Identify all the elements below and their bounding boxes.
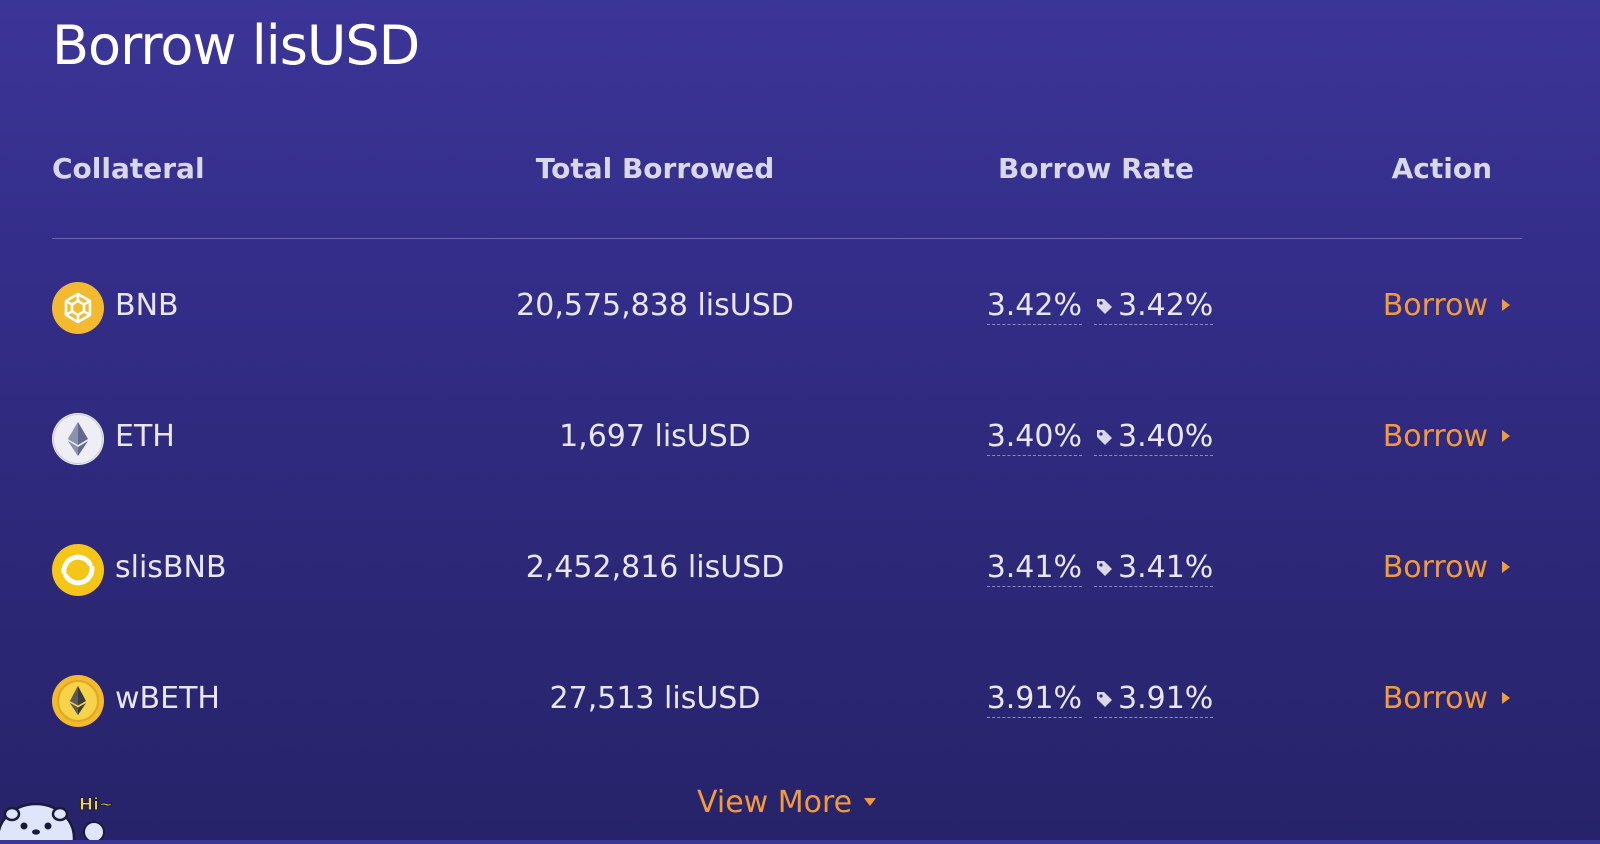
collateral-symbol: BNB (115, 288, 179, 323)
borrow-rate[interactable]: 3.42% (986, 288, 1082, 325)
caret-right-icon (1502, 430, 1510, 442)
header-collateral: Collateral (52, 152, 205, 185)
tagged-rate[interactable]: 3.91% (1094, 681, 1214, 718)
slisbnb-icon: $ (52, 544, 104, 596)
total-borrowed: 27,513 lisUSD (549, 681, 761, 716)
tagged-rate-value: 3.40% (1118, 419, 1214, 454)
borrow-rate[interactable]: 3.41% (986, 550, 1082, 587)
total-borrowed: 20,575,838 lisUSD (516, 288, 794, 323)
borrow-rate[interactable]: 3.91% (986, 681, 1082, 718)
view-more-button[interactable]: View More (697, 785, 877, 820)
borrow-button-label: Borrow (1382, 550, 1488, 585)
borrow-button[interactable]: Borrow (1383, 550, 1510, 585)
borrow-button-label: Borrow (1382, 419, 1488, 454)
caret-right-icon (1502, 561, 1510, 573)
table-row: BNB 20,575,838 lisUSD 3.42% 3.42% Borrow (52, 280, 1522, 336)
header-borrow-rate: Borrow Rate (998, 152, 1194, 185)
borrow-button-label: Borrow (1382, 681, 1488, 716)
svg-text:$: $ (73, 563, 83, 579)
borrow-button[interactable]: Borrow (1383, 419, 1510, 454)
header-divider (52, 238, 1522, 239)
total-borrowed: 1,697 lisUSD (559, 419, 751, 454)
bnb-icon (52, 282, 104, 334)
borrow-button[interactable]: Borrow (1383, 681, 1510, 716)
table-row: $ slisBNB 2,452,816 lisUSD 3.41% 3.41% B… (52, 542, 1522, 598)
wbeth-icon (52, 675, 104, 727)
table-row: ETH 1,697 lisUSD 3.40% 3.40% Borrow (52, 411, 1522, 467)
tagged-rate[interactable]: 3.41% (1094, 550, 1214, 587)
tagged-rate-value: 3.41% (1118, 550, 1214, 585)
table-header: Collateral Total Borrowed Borrow Rate Ac… (52, 152, 1522, 192)
caret-down-icon (864, 798, 877, 806)
header-action: Action (1391, 152, 1492, 185)
tagged-rate[interactable]: 3.42% (1094, 288, 1214, 325)
borrow-button[interactable]: Borrow (1383, 288, 1510, 323)
collateral-symbol: wBETH (115, 681, 220, 716)
tag-icon (1097, 299, 1112, 314)
view-more-label: View More (697, 785, 853, 820)
page-title: Borrow lisUSD (52, 14, 420, 77)
tag-icon (1097, 692, 1112, 707)
caret-right-icon (1502, 692, 1510, 704)
mascot-greeting: Hi~ (79, 796, 113, 815)
caret-right-icon (1502, 299, 1510, 311)
otter-mascot-icon: Hi~ (0, 795, 114, 844)
total-borrowed: 2,452,816 lisUSD (525, 550, 785, 585)
borrow-button-label: Borrow (1382, 288, 1488, 323)
mascot-chat-widget[interactable]: Hi~ (0, 795, 120, 844)
tagged-rate-value: 3.91% (1118, 681, 1214, 716)
tag-icon (1097, 430, 1112, 445)
eth-icon (52, 413, 104, 465)
tag-icon (1097, 561, 1112, 576)
collateral-symbol: ETH (115, 419, 175, 454)
header-total-borrowed: Total Borrowed (535, 152, 775, 185)
collateral-symbol: slisBNB (115, 550, 227, 585)
borrow-rate[interactable]: 3.40% (986, 419, 1082, 456)
table-row: wBETH 27,513 lisUSD 3.91% 3.91% Borrow (52, 673, 1522, 729)
tagged-rate-value: 3.42% (1118, 288, 1214, 323)
tagged-rate[interactable]: 3.40% (1094, 419, 1214, 456)
